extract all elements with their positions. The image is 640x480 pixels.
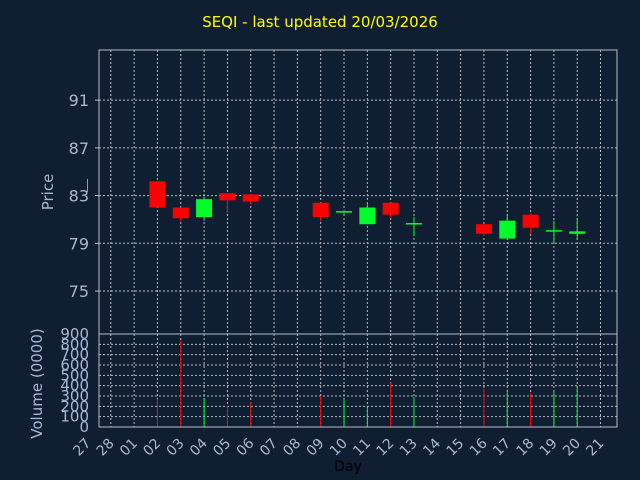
volume-tick-label: 500 [60, 366, 89, 384]
candle-body [242, 194, 259, 202]
candle-body [196, 199, 213, 218]
x-tick-label: 17 [490, 436, 514, 460]
x-tick-label: 21 [583, 436, 607, 460]
x-tick-label: 02 [140, 436, 164, 460]
candle-body [336, 211, 353, 213]
candle-body [475, 224, 492, 234]
x-axis-label: Day [334, 459, 362, 475]
candle-body [499, 220, 516, 239]
x-tick-label: 08 [280, 436, 304, 460]
x-tick-label: 18 [513, 436, 537, 460]
volume-tick-label: 400 [60, 377, 89, 395]
x-tick-label: 01 [117, 436, 141, 460]
volume-tick-label: 300 [60, 387, 89, 405]
candle-body [149, 181, 166, 208]
x-tick-label: 07 [257, 436, 281, 460]
volume-tick-label: 800 [60, 335, 89, 353]
x-tick-label: 05 [210, 436, 234, 460]
volume-tick-label: 900 [60, 325, 89, 343]
price-tick-label: 87 [69, 139, 89, 158]
volume-tick-label: 600 [60, 356, 89, 374]
candle-body [382, 202, 399, 215]
x-tick-label: 28 [94, 436, 118, 460]
volume-tick-label: 100 [60, 408, 89, 426]
x-tick-label: 09 [304, 436, 328, 460]
candle-body [545, 230, 562, 232]
x-tick-label: 12 [374, 436, 398, 460]
candle-body [359, 207, 376, 225]
x-tick-label: 16 [467, 435, 491, 459]
volume-axis-label: Volume (0000) [28, 328, 46, 438]
volume-tick-label: 700 [60, 346, 89, 364]
x-tick-label: 06 [234, 435, 258, 459]
volume-tick-label: 200 [60, 397, 89, 415]
price-tick-label: 91 [69, 91, 89, 110]
x-tick-label: 11 [350, 436, 374, 460]
x-tick-label: 04 [187, 435, 211, 459]
price-tick-label: 75 [69, 282, 89, 301]
chart-title: SEQI - last updated 20/03/2026 [202, 13, 438, 31]
x-tick-label: 15 [444, 436, 468, 460]
price-axis-label: Price [39, 174, 57, 211]
price-tick-label: 79 [69, 234, 89, 253]
x-tick-label: 03 [164, 436, 188, 460]
x-tick-label: 19 [537, 436, 561, 460]
price-tick-label: 83 [69, 187, 89, 206]
x-tick-label: 13 [397, 436, 421, 460]
x-tick-label: 20 [560, 436, 584, 460]
candle-body [405, 223, 422, 225]
volume-tick-label: 0 [79, 418, 89, 436]
candle-body [569, 231, 586, 234]
candle-body [312, 202, 329, 218]
volume-panel-frame [98, 333, 618, 428]
candle-body [522, 214, 539, 228]
candle-body [172, 207, 189, 219]
x-tick-label: 14 [420, 435, 444, 459]
x-tick-label: 27 [70, 436, 94, 460]
x-tick-label: 10 [327, 436, 351, 460]
candle-body [219, 193, 236, 201]
